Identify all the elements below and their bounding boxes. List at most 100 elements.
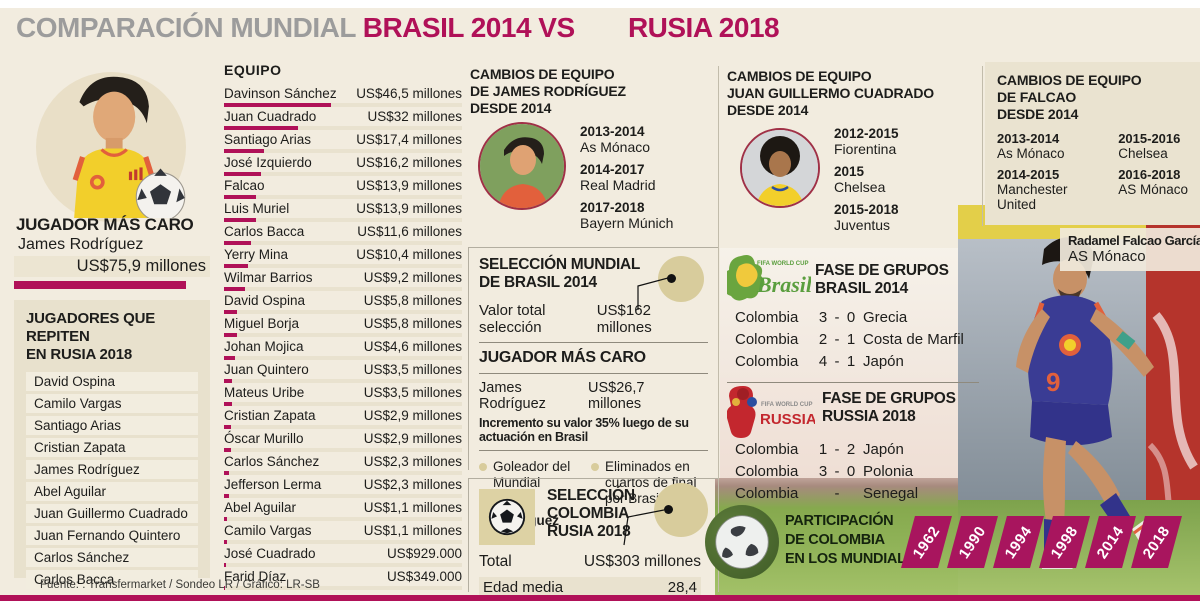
match-row: Colombia 4-1 Japón bbox=[735, 354, 981, 370]
squad-row-text: José Izquierdo US$16,2 millones bbox=[224, 155, 462, 171]
player-name: Farid Díaz bbox=[224, 569, 287, 584]
falcao-stints: 2013-2014 As Mónaco 2014-2015 Manchester Un… bbox=[997, 131, 1188, 212]
russia-logo-name: RUSSIA 2018 bbox=[760, 411, 815, 428]
most-expensive-heading: JUGADOR MÁS CARO bbox=[16, 215, 194, 234]
colombia-sum-line3: RUSIA 2018 bbox=[547, 523, 631, 540]
player-name: José Cuadrado bbox=[224, 546, 316, 561]
match-row: Colombia 1-2 Japón bbox=[735, 442, 981, 458]
match-dash: - bbox=[834, 463, 840, 480]
worldcup-year: 1998 bbox=[1047, 522, 1082, 562]
repeat-heading-line1: JUGADORES QUE REPITEN bbox=[26, 310, 156, 345]
brand-bottom-bar bbox=[0, 595, 1200, 601]
falcao-line1: CAMBIOS DE EQUIPO bbox=[997, 72, 1142, 88]
value-bar-track bbox=[224, 517, 462, 521]
club-stint: 2015-2018 Juventus bbox=[834, 202, 899, 233]
cuadrado-stints: 2012-2015 Fiorentina 2015 Chelsea 2015-2018 J… bbox=[834, 126, 899, 240]
player-value: US$1,1 millones bbox=[363, 523, 462, 538]
gs-russia-line2: RUSSIA 2018 bbox=[822, 408, 916, 425]
player-value: US$3,5 millones bbox=[363, 362, 462, 377]
player-value: US$3,5 millones bbox=[363, 385, 462, 400]
player-value: US$2,3 millones bbox=[363, 454, 462, 469]
james-changes-line1: CAMBIOS DE EQUIPO bbox=[470, 66, 615, 82]
club-stint: 2015 Chelsea bbox=[834, 164, 899, 195]
james-circle-art bbox=[480, 124, 564, 208]
stint-club: Chelsea bbox=[834, 179, 886, 195]
squad-row: Cristian Zapata US$2,9 millones bbox=[224, 408, 462, 429]
callout-leader-line bbox=[623, 509, 664, 546]
soccer-ball-glyph bbox=[488, 498, 526, 536]
squad-row-text: David Ospina US$5,8 millones bbox=[224, 293, 462, 309]
player-name: Miguel Borja bbox=[224, 316, 300, 331]
value-bar-track bbox=[224, 471, 462, 475]
divider bbox=[479, 450, 708, 451]
squad-row: Jefferson Lerma US$2,3 millones bbox=[224, 477, 462, 498]
player-value: US$16,2 millones bbox=[356, 155, 462, 170]
stint-club: Real Madrid bbox=[580, 177, 656, 193]
worldcup-year-tag: 1994 bbox=[993, 516, 1044, 568]
worldcup-year: 1994 bbox=[1001, 522, 1036, 562]
repeating-players-panel: JUGADORES QUE REPITEN EN RUSIA 2018 Davi… bbox=[14, 300, 210, 589]
callout-dot bbox=[664, 505, 673, 514]
cuadrado-line1: CAMBIOS DE EQUIPO bbox=[727, 68, 872, 84]
player-name: Óscar Murillo bbox=[224, 431, 304, 446]
bullet-dot-icon bbox=[479, 463, 487, 471]
match-home-score: 3 bbox=[818, 463, 828, 480]
value-bar-track bbox=[224, 586, 462, 590]
club-stint: 2014-2015 Manchester United bbox=[997, 167, 1104, 212]
squad-row: Carlos Bacca US$11,6 millones bbox=[224, 224, 462, 245]
squad-row: Johan Mojica US$4,6 millones bbox=[224, 339, 462, 360]
age-label: Edad media bbox=[483, 579, 564, 596]
bottom-margin bbox=[0, 601, 1200, 606]
repeat-player-item: Juan Guillermo Cuadrado bbox=[26, 504, 198, 523]
brasil-sum-line2: DE BRASIL 2014 bbox=[479, 274, 597, 291]
match-away-score bbox=[843, 486, 859, 502]
match-away-team: Costa de Marfil bbox=[863, 331, 964, 348]
participation-line1: PARTICIPACIÓN bbox=[785, 513, 894, 529]
squad-row-text: Miguel Borja US$5,8 millones bbox=[224, 316, 462, 332]
russia-matches: Colombia 1-2 Japón Colombia 3-0 Polonia Colomb… bbox=[735, 442, 981, 508]
player-value: US$1,1 millones bbox=[363, 500, 462, 515]
match-away-score: 0 bbox=[846, 309, 856, 326]
value-bar bbox=[224, 356, 235, 360]
player-value: US$13,9 millones bbox=[356, 178, 462, 193]
value-bar bbox=[224, 448, 231, 452]
group-stage-russia-heading: FASE DE GRUPOS RUSSIA 2018 bbox=[822, 390, 956, 426]
fifa-russia-2018-logo: FIFA WORLD CUP RUSSIA 2018 bbox=[727, 386, 815, 438]
player-name: Camilo Vargas bbox=[224, 523, 312, 538]
stint-club: Fiorentina bbox=[834, 141, 897, 157]
squad-row: Luis Muriel US$13,9 millones bbox=[224, 201, 462, 222]
stint-club: As Mónaco bbox=[580, 139, 651, 155]
repeat-player-item: Abel Aguilar bbox=[26, 482, 198, 501]
match-dash: - bbox=[834, 485, 840, 502]
player-name: Falcao bbox=[224, 178, 265, 193]
value-bar-track bbox=[224, 402, 462, 406]
match-home-team: Colombia bbox=[735, 331, 799, 348]
squad-row-text: Cristian Zapata US$2,9 millones bbox=[224, 408, 462, 424]
stint-club: Chelsea bbox=[1118, 146, 1168, 161]
match-away-team: Grecia bbox=[863, 309, 908, 326]
value-bar-track bbox=[224, 310, 462, 314]
value-bar-track bbox=[224, 126, 462, 130]
squad-row: Óscar Murillo US$2,9 millones bbox=[224, 431, 462, 452]
james-value: US$26,7 millones bbox=[588, 380, 645, 412]
total-value-label: Valor total selección bbox=[479, 302, 546, 336]
value-bar-track bbox=[224, 264, 462, 268]
most-expensive-value: US$75,9 millones bbox=[14, 256, 210, 277]
club-stint: 2015-2016 Chelsea bbox=[1118, 131, 1188, 161]
squad-row-text: José Cuadrado US$929.000 bbox=[224, 546, 462, 562]
james-portrait-photo bbox=[72, 76, 186, 218]
worldcup-year: 1990 bbox=[955, 522, 990, 562]
falcao-caption-team: AS Mónaco bbox=[1068, 248, 1146, 265]
match-home-score: 2 bbox=[818, 331, 828, 348]
squad-row: Santiago Arias US$17,4 millones bbox=[224, 132, 462, 153]
falcao-line2: DE FALCAO bbox=[997, 89, 1077, 105]
value-bar bbox=[224, 540, 227, 544]
squad-row: Juan Quintero US$3,5 millones bbox=[224, 362, 462, 383]
value-bar bbox=[224, 310, 238, 314]
value-bar-track bbox=[224, 333, 462, 337]
value-bar bbox=[224, 379, 233, 383]
squad-row-text: Carlos Bacca US$11,6 millones bbox=[224, 224, 462, 240]
squad-row-text: Johan Mojica US$4,6 millones bbox=[224, 339, 462, 355]
squad-row-text: Juan Quintero US$3,5 millones bbox=[224, 362, 462, 378]
james-value-row: James Rodríguez US$26,7 millones bbox=[479, 380, 697, 412]
